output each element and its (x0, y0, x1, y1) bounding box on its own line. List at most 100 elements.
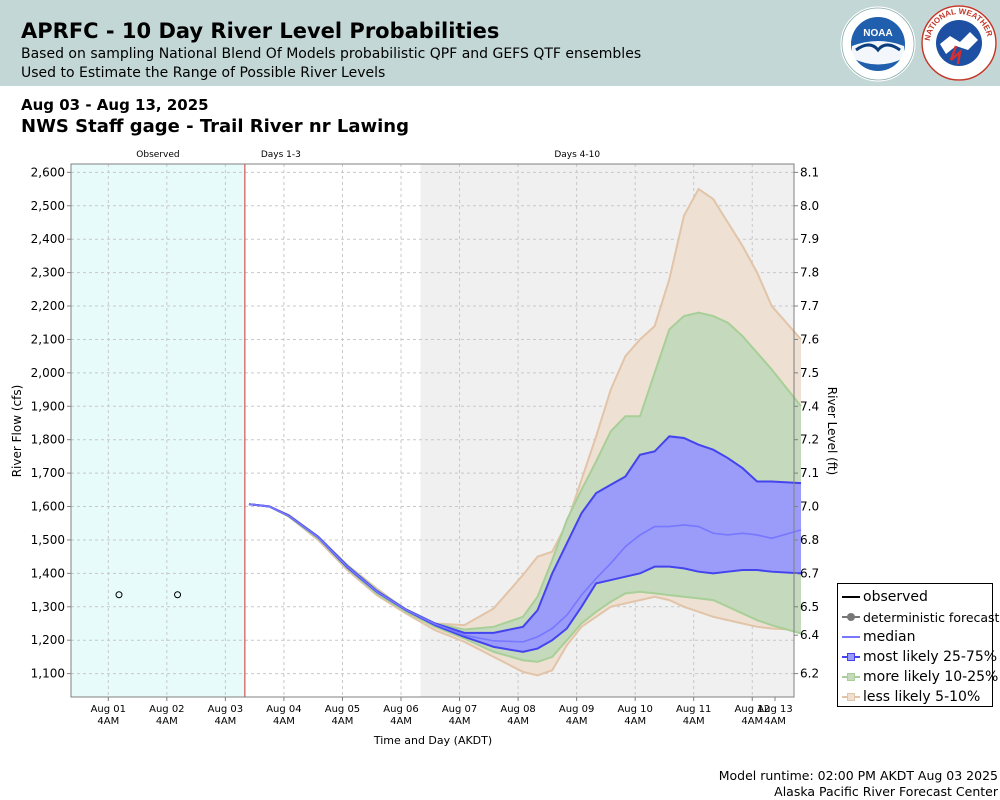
legend-swatch-icon (842, 670, 860, 684)
y-axis-title-left: River Flow (cfs) (10, 385, 24, 478)
legend-item: median (842, 627, 992, 647)
y-tick-label-left: 1,300 (31, 600, 65, 614)
y-tick-label-right: 7.4 (800, 399, 819, 413)
legend-label: less likely 5-10% (863, 689, 981, 705)
gage-title: NWS Staff gage - Trail River nr Lawing (21, 116, 409, 137)
legend-item: observed (842, 587, 992, 607)
x-tick-time: 4AM (507, 716, 529, 727)
x-tick-day: Aug 02 (149, 704, 184, 715)
y-tick-label-right: 6.8 (800, 533, 819, 547)
band-5-10-lower-edge (248, 503, 802, 677)
y-tick-label-right: 6.2 (800, 667, 819, 681)
y-tick-label-left: 2,200 (31, 299, 65, 313)
y-tick-label-right: 7.0 (800, 500, 819, 514)
x-tick-time: 4AM (764, 716, 786, 727)
y-tick-label-left: 1,700 (31, 466, 65, 480)
legend-label: observed (863, 589, 928, 605)
y-tick-label-left: 1,800 (31, 433, 65, 447)
header-subtitle-1: Based on sampling National Blend Of Mode… (21, 46, 642, 62)
x-tick-day: Aug 05 (325, 704, 360, 715)
y-axis-title-right: River Level (ft) (825, 387, 839, 475)
header-subtitle-2: Used to Estimate the Range of Possible R… (21, 65, 386, 81)
y-tick-label-left: 1,900 (31, 399, 65, 413)
noaa-logo-icon: NOAA (840, 6, 916, 82)
x-tick-day: Aug 13 (757, 704, 792, 715)
x-tick-time: 4AM (390, 716, 412, 727)
legend-item: less likely 5-10% (842, 687, 992, 707)
band-10-25-lower-edge (248, 503, 802, 663)
y-tick-label-left: 2,000 (31, 366, 65, 380)
observed-point (174, 591, 182, 599)
observed-point (115, 591, 123, 599)
x-tick-day: Aug 06 (383, 704, 418, 715)
legend-label: median (863, 629, 916, 645)
y-tick-label-left: 2,600 (31, 165, 65, 179)
y-tick-label-right: 6.5 (800, 600, 819, 614)
legend-swatch-icon (842, 690, 860, 704)
days-1-3-region (244, 164, 421, 697)
chart-legend: observed deterministic forecast median most… (837, 583, 999, 707)
x-tick-time: 4AM (566, 716, 588, 727)
legend-item: most likely 25-75% (842, 647, 997, 667)
x-tick-day: Aug 08 (500, 704, 535, 715)
y-tick-label-right: 6.4 (800, 628, 819, 642)
header-banner: APRFC - 10 Day River Level Probabilities… (0, 0, 1000, 86)
legend-swatch-icon (842, 650, 860, 664)
y-tick-label-right: 7.5 (800, 366, 819, 380)
y-tick-label-right: 6.7 (800, 566, 819, 580)
y-tick-label-right: 7.2 (800, 433, 819, 447)
x-tick-time: 4AM (214, 716, 236, 727)
x-tick-time: 4AM (624, 716, 646, 727)
observed-region (71, 164, 245, 697)
date-range: Aug 03 - Aug 13, 2025 (21, 96, 209, 114)
plot-frame (70, 163, 795, 698)
x-tick-time: 4AM (156, 716, 178, 727)
legend-swatch-icon (842, 630, 860, 644)
region-label: Observed (136, 150, 179, 160)
x-tick-day: Aug 09 (559, 704, 594, 715)
legend-label: most likely 25-75% (863, 649, 998, 665)
y-tick-label-left: 2,500 (31, 199, 65, 213)
y-tick-label-right: 7.6 (800, 332, 819, 346)
x-tick-time: 4AM (683, 716, 705, 727)
nws-logo-icon: NATIONAL WEATHER (921, 5, 997, 81)
legend-item: more likely 10-25% (842, 667, 998, 687)
legend-swatch-icon (842, 590, 860, 604)
legend-label: more likely 10-25% (863, 669, 999, 685)
x-tick-day: Aug 10 (617, 704, 652, 715)
region-label: Days 4-10 (554, 150, 600, 160)
y-tick-label-right: 7.7 (800, 299, 819, 313)
x-tick-day: Aug 11 (676, 704, 711, 715)
x-tick-day: Aug 07 (442, 704, 477, 715)
legend-swatch-icon (842, 610, 860, 624)
y-tick-label-left: 1,400 (31, 566, 65, 580)
model-runtime: Model runtime: 02:00 PM AKDT Aug 03 2025 (718, 768, 998, 783)
x-tick-day: Aug 03 (208, 704, 243, 715)
y-tick-label-left: 1,100 (31, 667, 65, 681)
x-tick-time: 4AM (449, 716, 471, 727)
band-10-25 (248, 312, 802, 662)
svg-text:NOAA: NOAA (863, 28, 892, 39)
x-axis-title: Time and Day (AKDT) (373, 734, 492, 747)
page-title: APRFC - 10 Day River Level Probabilities (21, 19, 500, 43)
y-tick-label-left: 2,100 (31, 332, 65, 346)
y-tick-label-left: 1,200 (31, 633, 65, 647)
y-tick-label-left: 2,400 (31, 232, 65, 246)
legend-label: deterministic forecast (863, 609, 1000, 625)
legend-item: deterministic forecast (842, 607, 999, 627)
region-label: Days 1-3 (261, 150, 301, 160)
x-tick-day: Aug 12 (735, 704, 770, 715)
x-tick-time: 4AM (97, 716, 119, 727)
y-tick-label-right: 7.9 (800, 232, 819, 246)
y-tick-label-left: 1,600 (31, 500, 65, 514)
forecast-center: Alaska Pacific River Forecast Center (774, 784, 998, 799)
x-tick-day: Aug 01 (91, 704, 126, 715)
y-tick-label-right: 7.8 (800, 266, 819, 280)
x-tick-time: 4AM (332, 716, 354, 727)
y-tick-label-right: 7.1 (800, 466, 819, 480)
y-tick-label-left: 2,300 (31, 266, 65, 280)
median-line (248, 503, 802, 643)
x-tick-time: 4AM (273, 716, 295, 727)
x-tick-time: 4AM (741, 716, 763, 727)
